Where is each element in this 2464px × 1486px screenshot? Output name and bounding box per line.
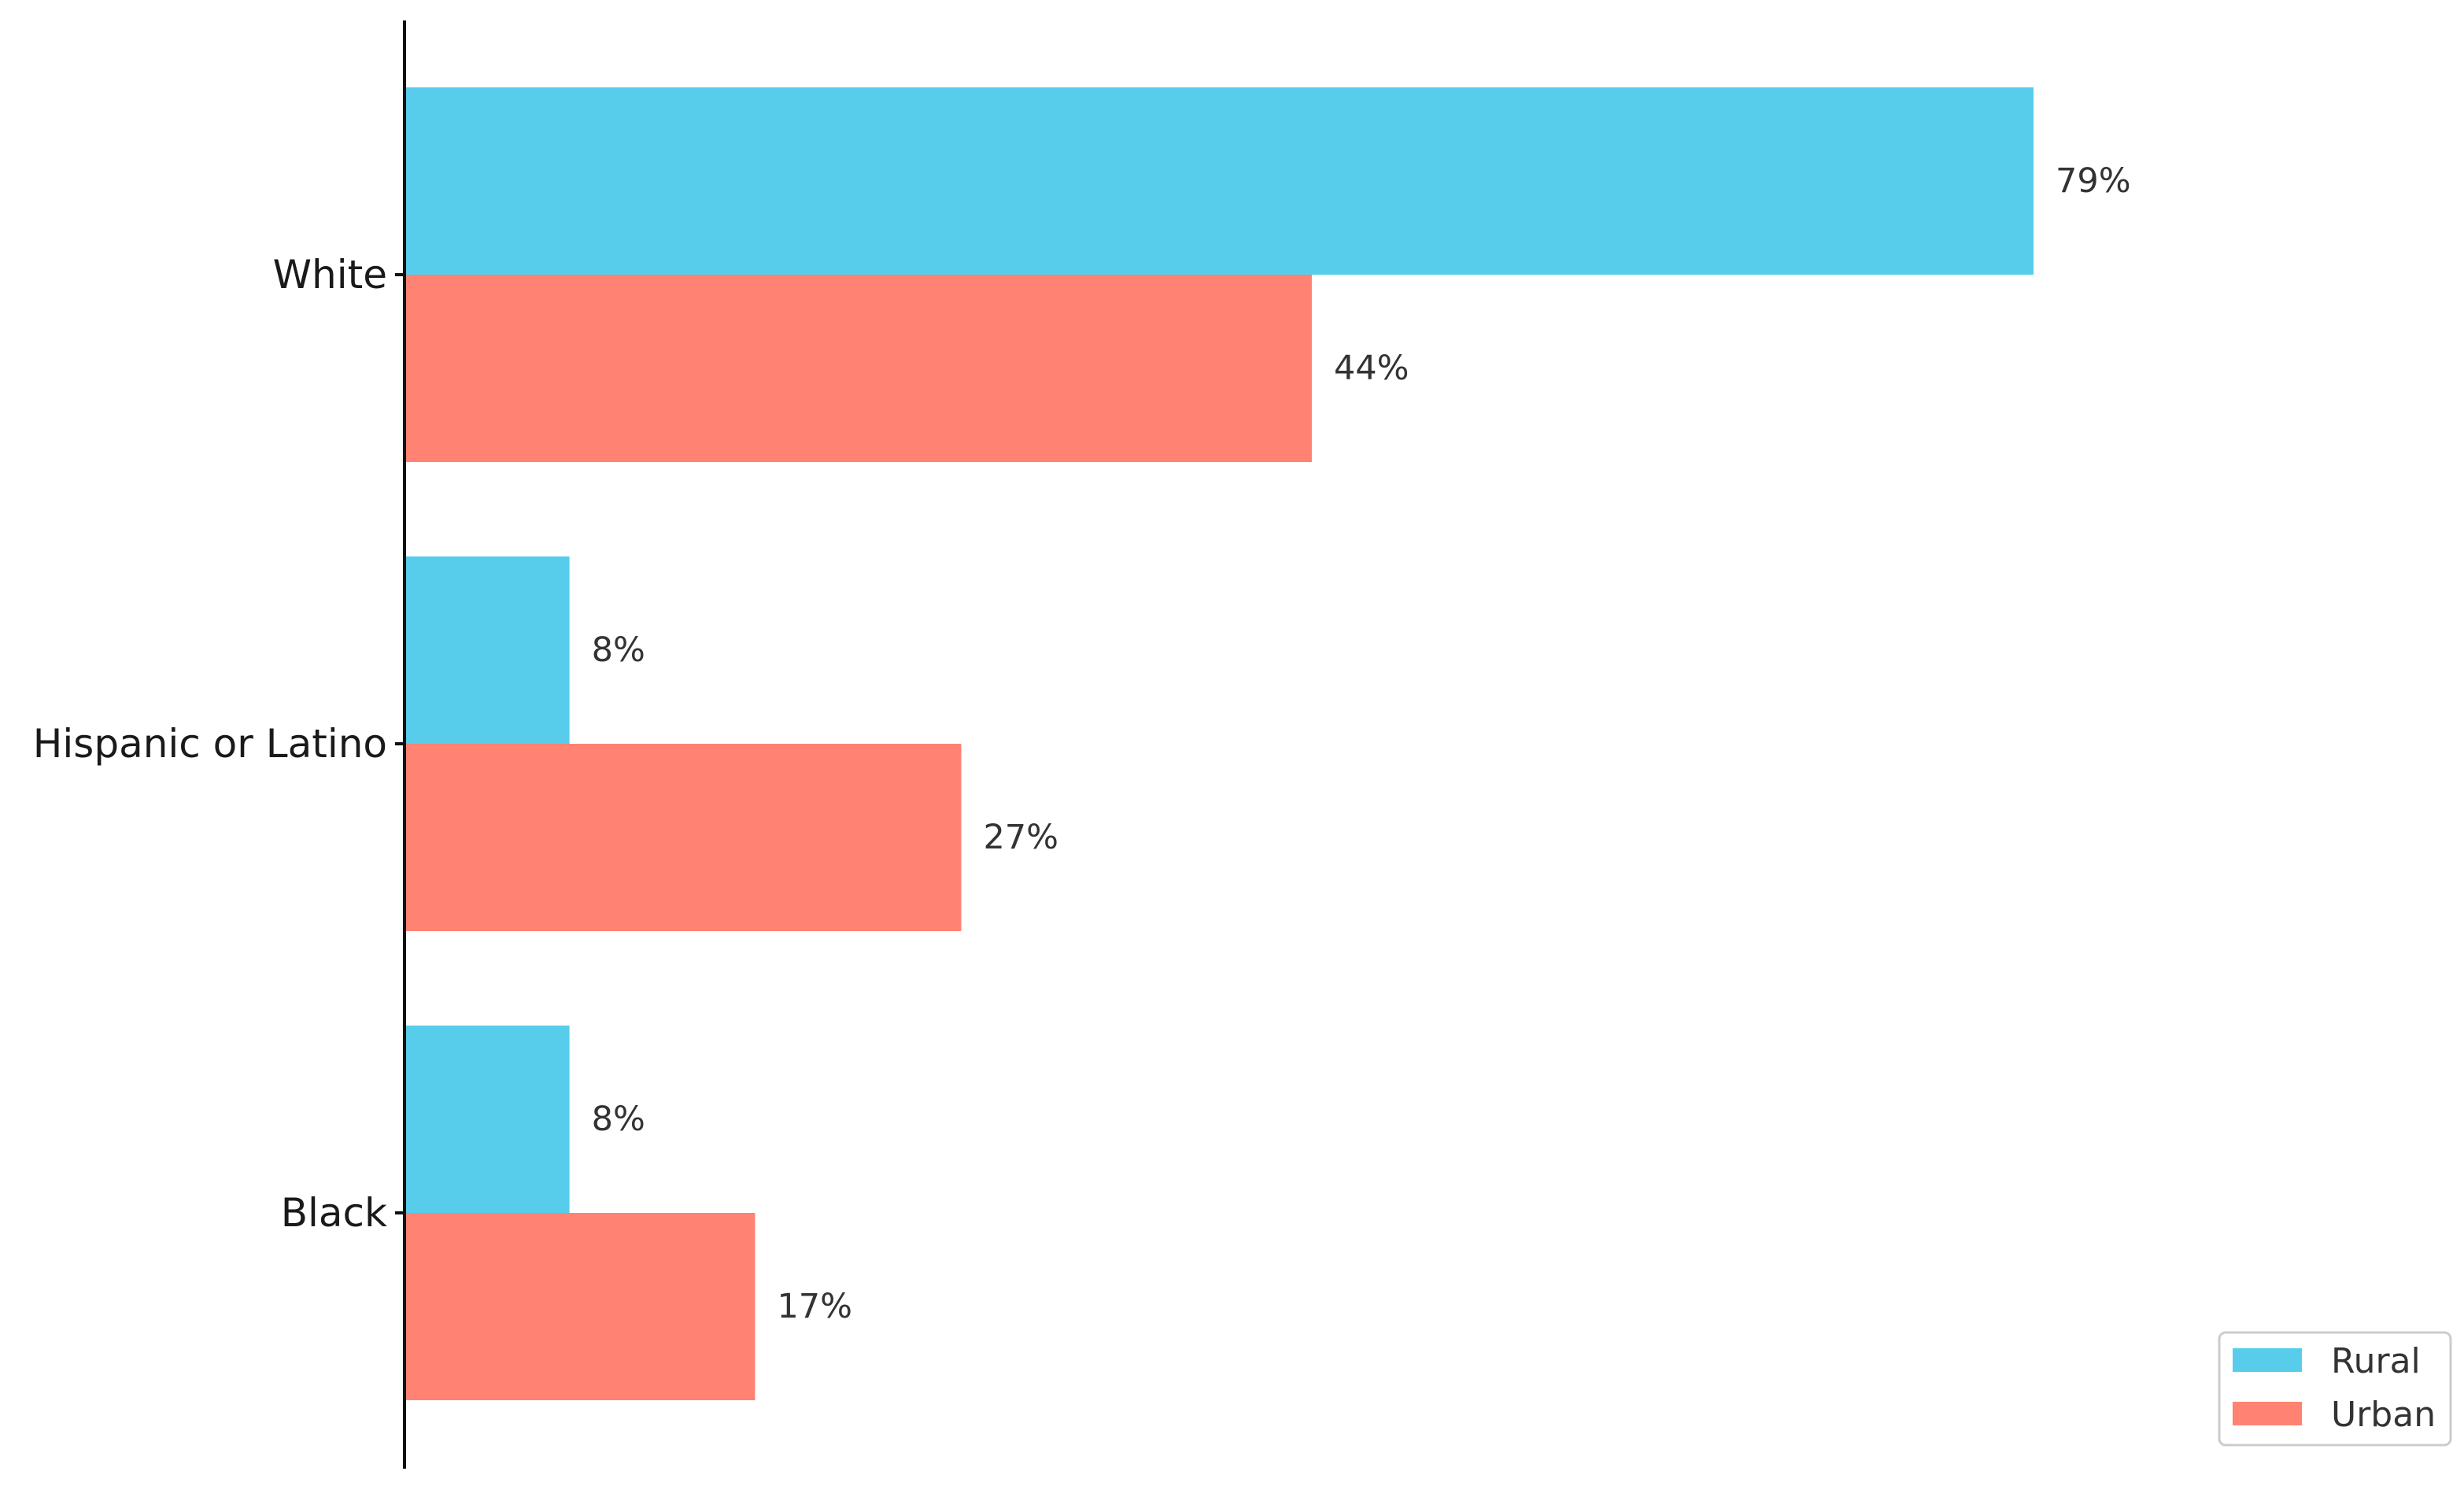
legend-label-rural: Rural — [2331, 1341, 2421, 1381]
value-label-rural-hispanic-or-latino: 8% — [592, 630, 645, 670]
legend-label-urban: Urban — [2331, 1395, 2436, 1435]
bar-urban-white — [405, 275, 1312, 462]
value-label-urban-white: 44% — [1334, 349, 1409, 388]
bars-layer — [405, 87, 2034, 1400]
bar-urban-black — [405, 1213, 755, 1400]
legend-swatch-rural — [2233, 1348, 2302, 1372]
value-label-rural-white: 79% — [2056, 161, 2131, 201]
y-tick-label-white: White — [273, 252, 387, 298]
bar-urban-hispanic-or-latino — [405, 744, 962, 931]
value-label-urban-black: 17% — [777, 1287, 852, 1326]
legend: Rural Urban — [2218, 1331, 2452, 1447]
value-label-rural-black: 8% — [592, 1100, 645, 1139]
y-tick-label-hispanic-or-latino: Hispanic or Latino — [33, 721, 387, 767]
value-labels-layer: 79% 44% 8% 27% 8% 17% — [592, 161, 2131, 1326]
bar-rural-white — [405, 87, 2034, 275]
bar-rural-black — [405, 1026, 570, 1213]
legend-swatch-urban — [2233, 1402, 2302, 1425]
value-label-urban-hispanic-or-latino: 27% — [983, 818, 1058, 857]
bar-rural-hispanic-or-latino — [405, 556, 570, 744]
y-tick-label-black: Black — [281, 1190, 387, 1236]
y-axis: White Hispanic or Latino Black — [33, 20, 406, 1469]
